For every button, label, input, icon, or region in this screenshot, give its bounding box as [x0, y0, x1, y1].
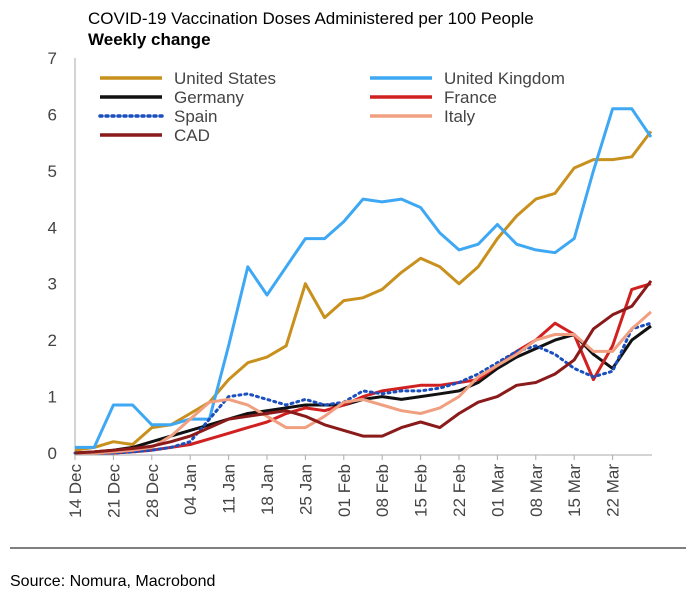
- line: [74, 324, 652, 455]
- chart-subtitle: Weekly change: [88, 30, 211, 49]
- legend-label: CAD: [174, 126, 210, 145]
- line: [74, 279, 653, 455]
- x-tick-label: 08 Mar: [527, 464, 546, 517]
- line: [75, 310, 652, 455]
- line: [74, 130, 653, 452]
- x-tick-label: 14 Dec: [66, 464, 85, 518]
- legend-label: United States: [174, 69, 276, 88]
- line: [75, 107, 653, 449]
- source: Source: Nomura, Macrobond: [10, 573, 215, 590]
- x-tick-label: 28 Dec: [143, 464, 162, 518]
- legend-label: United Kingdom: [444, 69, 565, 88]
- x-tick-label: 22 Feb: [450, 464, 469, 517]
- legend-label: France: [444, 88, 497, 107]
- x-tick-label: 25 Jan: [296, 464, 315, 515]
- x-tick-label: 08 Feb: [373, 464, 392, 517]
- y-tick-label: 2: [48, 331, 57, 350]
- x-tick-label: 04 Jan: [181, 464, 200, 515]
- y-tick-label: 6: [48, 105, 57, 124]
- x-tick-label: 18 Jan: [258, 464, 277, 515]
- y-tick-label: 3: [48, 275, 57, 294]
- y-tick-label: 0: [48, 444, 57, 463]
- x-tick-label: 21 Dec: [104, 464, 123, 518]
- x-tick-label: 01 Feb: [335, 464, 354, 517]
- y-tick-label: 1: [48, 388, 57, 407]
- legend-label: Spain: [174, 107, 217, 126]
- line: [73, 321, 653, 455]
- x-tick-label: 22 Mar: [604, 464, 623, 517]
- x-tick-label: 15 Feb: [412, 464, 431, 517]
- y-tick-label: 5: [48, 162, 57, 181]
- y-tick-label: 7: [48, 49, 57, 68]
- x-tick-label: 01 Mar: [488, 464, 507, 517]
- chart-title: COVID-19 Vaccination Doses Administered …: [88, 9, 534, 28]
- legend-label: Germany: [174, 88, 244, 107]
- legend-label: Italy: [444, 107, 476, 126]
- x-tick-label: 15 Mar: [565, 464, 584, 517]
- y-tick-label: 4: [48, 218, 57, 237]
- x-tick-label: 11 Jan: [220, 464, 239, 514]
